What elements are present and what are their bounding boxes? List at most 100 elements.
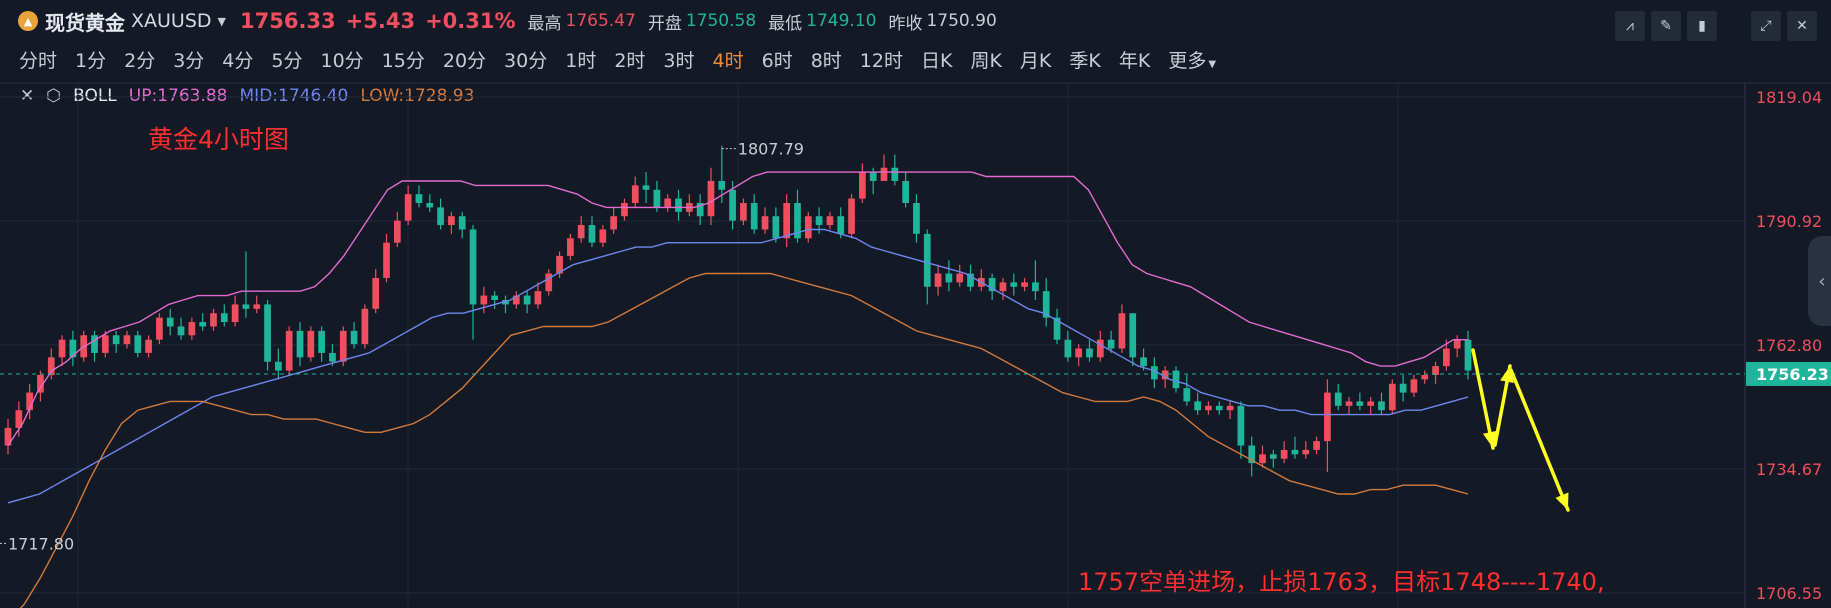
- candle-body: [1399, 383, 1407, 393]
- candle-body: [848, 198, 855, 234]
- candle-body: [891, 167, 899, 181]
- tab-period-11[interactable]: 2时: [614, 49, 646, 72]
- candle-body: [631, 185, 639, 203]
- candle-body: [1096, 339, 1104, 358]
- candle-body: [1269, 454, 1277, 459]
- stat-open-value: 1750.58: [685, 11, 757, 31]
- current-price: 1756.33: [240, 9, 336, 33]
- current-price-label: 1756.23: [1756, 365, 1829, 384]
- close-icon[interactable]: ✕: [1787, 11, 1817, 41]
- candle-body: [480, 295, 488, 305]
- stat-high-value: 1765.47: [565, 11, 636, 31]
- tab-period-0[interactable]: 分时: [19, 49, 58, 72]
- candle-body: [1280, 449, 1288, 459]
- candle-body: [1161, 370, 1169, 380]
- candle-type-icon[interactable]: ▮: [1687, 11, 1717, 41]
- candle-body: [523, 295, 531, 305]
- candle-body: [415, 194, 423, 203]
- candle-body: [1226, 405, 1234, 411]
- tab-period-5[interactable]: 5分: [271, 49, 303, 72]
- tab-period-18[interactable]: 周K: [970, 49, 1002, 72]
- period-tabs: 分时 1分 2分 3分 4分 5分 10分 15分 20分 30分 1时 2时 3时 4时 6时 8时 12时日…: [10, 42, 1225, 76]
- indicator-icon[interactable]: ⩘: [1615, 11, 1645, 41]
- tab-period-1[interactable]: 1分: [75, 49, 107, 72]
- candle-body: [696, 202, 704, 217]
- candle-body: [220, 313, 228, 323]
- chart-title: 黄金4小时图: [148, 125, 289, 154]
- candle-body: [1010, 282, 1018, 287]
- arrow-down-1: [1471, 348, 1495, 450]
- tab-period-21[interactable]: 年K: [1118, 49, 1151, 72]
- tab-period-8[interactable]: 20分: [442, 49, 487, 72]
- chevron-left-icon[interactable]: ‹: [1808, 236, 1831, 326]
- tab-period-4[interactable]: 4分: [222, 49, 254, 72]
- candle-body: [393, 220, 401, 243]
- arrow-down-2-head: [1555, 492, 1569, 510]
- tab-period-13[interactable]: 4时: [712, 49, 744, 72]
- candle-body: [1313, 441, 1320, 450]
- candle-body: [859, 172, 866, 199]
- settings-icon[interactable]: ⬡: [46, 86, 62, 106]
- candle-body: [934, 273, 942, 287]
- tab-period-6[interactable]: 10分: [320, 49, 364, 72]
- candle-body: [1324, 392, 1331, 442]
- tab-period-2[interactable]: 2分: [124, 49, 156, 72]
- candle-body: [610, 216, 617, 230]
- candle-body: [350, 330, 358, 345]
- tab-period-12[interactable]: 3时: [663, 49, 695, 72]
- trade-annotation: 1757空单进场，止损1763，目标1748----1740,: [1078, 568, 1605, 596]
- tab-period-15[interactable]: 8时: [810, 49, 842, 72]
- chevron-down-icon[interactable]: ▼: [217, 14, 226, 28]
- candle-body: [1248, 445, 1256, 464]
- candle-body: [361, 308, 369, 345]
- candle-body: [1129, 313, 1137, 358]
- draw-icon[interactable]: ✎: [1651, 11, 1681, 41]
- candle-body: [1075, 348, 1083, 358]
- fullscreen-icon[interactable]: ⤢: [1751, 11, 1781, 41]
- candle-body: [512, 295, 520, 305]
- y-tick-label: 1706.55: [1756, 584, 1822, 603]
- candle-body: [4, 427, 12, 446]
- tab-period-17[interactable]: 日K: [920, 49, 953, 72]
- tab-period-19[interactable]: 月K: [1019, 49, 1052, 72]
- tab-period-7[interactable]: 15分: [381, 49, 425, 72]
- candle-body: [1443, 348, 1450, 367]
- tab-period-14[interactable]: 6时: [761, 49, 793, 72]
- candle-body: [210, 313, 217, 327]
- candle-body: [750, 202, 758, 230]
- candle-body: [913, 202, 920, 234]
- candle-body: [577, 225, 585, 239]
- candle-body: [37, 374, 44, 393]
- candle-body: [588, 225, 596, 243]
- candle-body: [869, 172, 877, 181]
- candle-body: [772, 216, 780, 239]
- candle-body: [1388, 383, 1396, 411]
- candle-body: [1107, 339, 1115, 349]
- candle-body: [1421, 374, 1429, 380]
- stat-high-label: 最高: [527, 13, 562, 34]
- candle-body: [1021, 282, 1028, 287]
- candle-body: [1334, 392, 1342, 406]
- candle-body: [101, 335, 109, 353]
- candle-body: [1183, 388, 1191, 402]
- tab-period-22[interactable]: 更多 ▼: [1168, 49, 1217, 72]
- tab-period-20[interactable]: 季K: [1069, 49, 1101, 72]
- candle-body: [599, 229, 607, 243]
- candle-body: [15, 410, 23, 428]
- symbol-code[interactable]: XAUUSD: [131, 10, 212, 32]
- candle-body: [448, 216, 455, 226]
- candle-body: [134, 335, 142, 353]
- tab-period-3[interactable]: 3分: [173, 49, 205, 72]
- high-marker-label: 1807.79: [738, 140, 804, 159]
- candle-body: [653, 189, 661, 208]
- stat-low-label: 最低: [768, 13, 803, 34]
- chevron-down-icon: ▼: [1208, 58, 1217, 70]
- candle-body: [242, 304, 250, 309]
- tab-period-9[interactable]: 30分: [504, 49, 548, 72]
- close-indicator-icon[interactable]: ✕: [20, 86, 35, 106]
- tab-period-10[interactable]: 1时: [565, 49, 597, 72]
- candle-body: [264, 304, 271, 362]
- tab-period-16[interactable]: 12时: [859, 49, 903, 72]
- y-tick-label: 1819.04: [1756, 88, 1822, 107]
